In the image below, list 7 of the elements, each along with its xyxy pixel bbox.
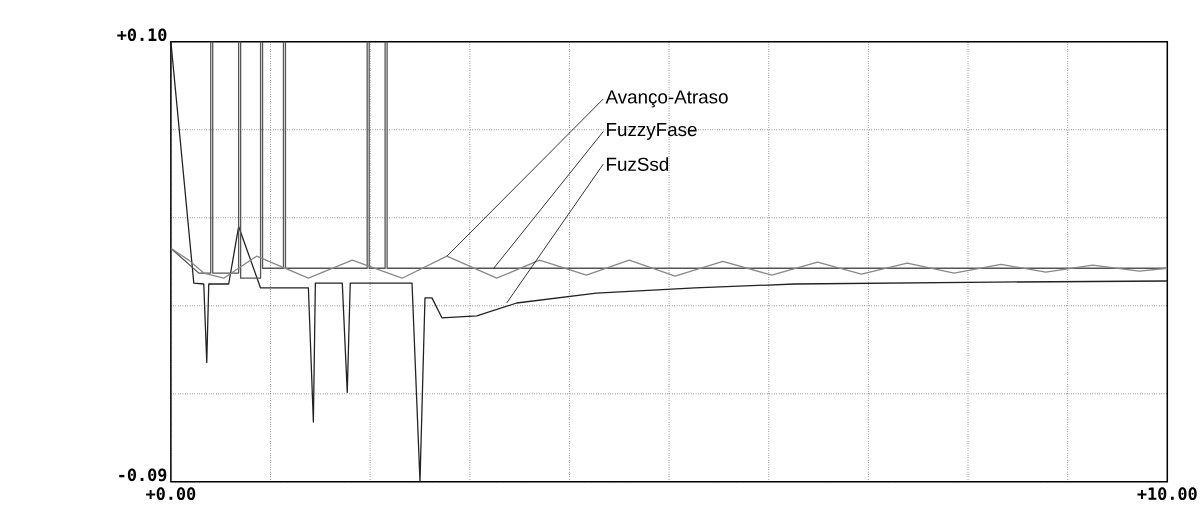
x-tick-label: +0.00 [146, 487, 196, 501]
annotation: FuzSsd [607, 157, 669, 172]
y-tick-label: +0.10 [117, 28, 167, 42]
annotation: FuzzyFase [607, 123, 697, 141]
annotation: Avanço-Atraso [605, 90, 728, 108]
x-tick-label: +10.00 [1137, 487, 1197, 501]
y-tick-label: -0.09 [119, 468, 167, 482]
